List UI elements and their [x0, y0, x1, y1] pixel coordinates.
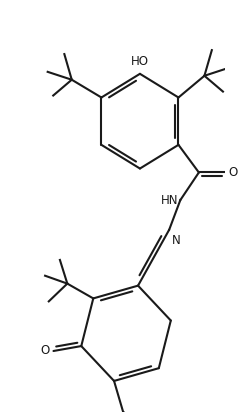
Text: HN: HN: [161, 194, 179, 207]
Text: HO: HO: [131, 55, 149, 68]
Text: O: O: [228, 166, 238, 179]
Text: N: N: [172, 234, 181, 247]
Text: O: O: [41, 344, 50, 357]
